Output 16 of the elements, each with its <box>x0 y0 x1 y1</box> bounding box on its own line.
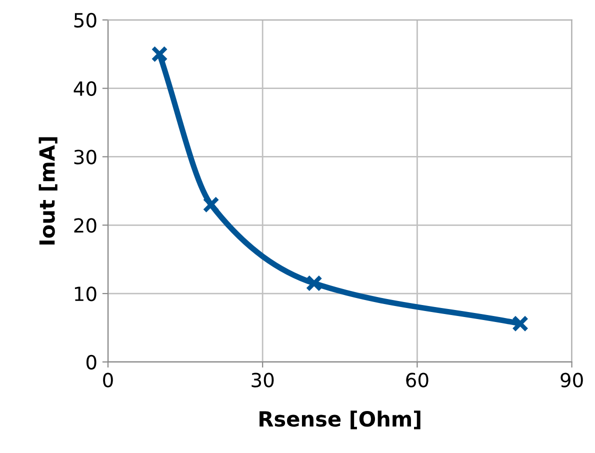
y-axis-title: Iout [mA] <box>38 137 58 245</box>
x-tick-label: 30 <box>252 372 274 388</box>
y-tick-label: 40 <box>74 81 96 96</box>
y-tick-label: 50 <box>74 12 96 28</box>
y-tick-label: 10 <box>74 286 96 302</box>
point <box>512 315 529 332</box>
x-tick-label: 0 <box>103 372 113 388</box>
x-axis-title: Rsense [Ohm] <box>260 410 420 430</box>
x-tick-label: 90 <box>560 372 583 388</box>
y-tick-label: 20 <box>74 218 96 233</box>
y-tick-label: 30 <box>74 150 96 164</box>
point <box>202 196 220 213</box>
x-tick-label: 60 <box>406 372 428 388</box>
point <box>151 46 168 62</box>
y-tick-label: 0 <box>86 354 96 370</box>
point <box>306 274 322 292</box>
